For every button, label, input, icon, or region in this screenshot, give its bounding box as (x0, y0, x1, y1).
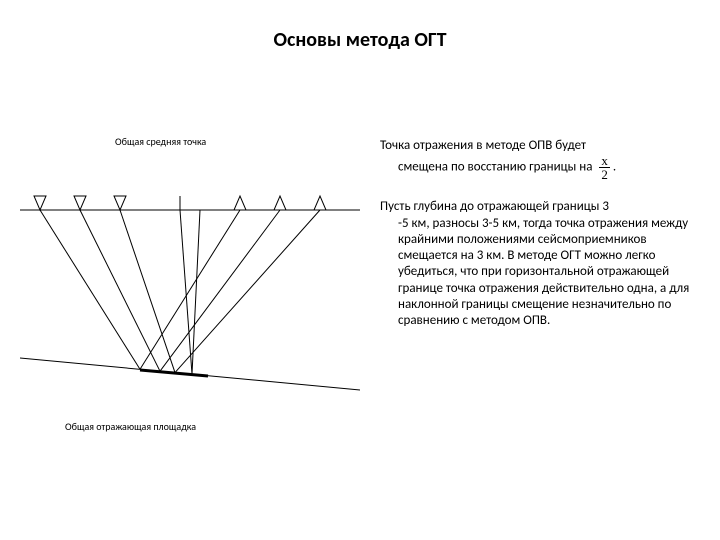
fraction-x-over-2: x 2 (599, 154, 610, 181)
para2-rest: -5 км, разносы 3-5 км, тогда точка отраж… (398, 216, 689, 329)
fraction-denominator: 2 (599, 168, 610, 181)
body-text: Точка отражения в методе ОПВ будет смеще… (380, 138, 690, 339)
para1-line1: Точка отражения в методе ОПВ будет (380, 138, 586, 153)
fraction-numerator: x (599, 154, 610, 168)
label-common-reflecting-area: Общая отражающая площадка (65, 420, 196, 433)
ray-diagram (20, 180, 360, 410)
para1-rest: смещена по восстанию границы на (398, 160, 592, 175)
para2-line1: Пусть глубина до отражающей границы 3 (380, 199, 609, 214)
label-common-midpoint: Общая средняя точка (115, 135, 206, 148)
page-title-text: Основы метода ОГТ (274, 28, 447, 52)
page-title: Основы метода ОГТ (0, 28, 720, 52)
